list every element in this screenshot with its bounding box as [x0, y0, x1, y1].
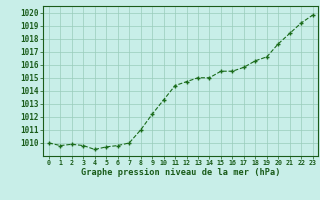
- X-axis label: Graphe pression niveau de la mer (hPa): Graphe pression niveau de la mer (hPa): [81, 168, 281, 177]
